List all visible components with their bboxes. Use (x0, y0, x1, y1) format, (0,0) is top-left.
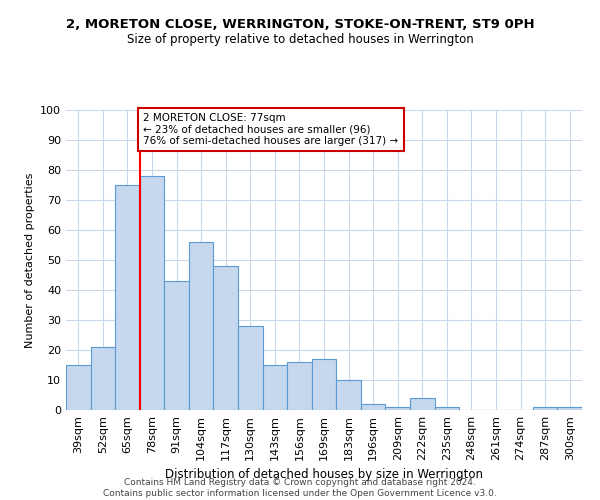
X-axis label: Distribution of detached houses by size in Werrington: Distribution of detached houses by size … (165, 468, 483, 481)
Bar (66, 365, 91, 410)
Bar (287, 362, 312, 410)
Bar (434, 407, 459, 410)
Text: 2, MORETON CLOSE, WERRINGTON, STOKE-ON-TRENT, ST9 0PH: 2, MORETON CLOSE, WERRINGTON, STOKE-ON-T… (65, 18, 535, 30)
Bar (164, 281, 189, 410)
Text: 2 MORETON CLOSE: 77sqm
← 23% of detached houses are smaller (96)
76% of semi-det: 2 MORETON CLOSE: 77sqm ← 23% of detached… (143, 113, 398, 146)
Text: Size of property relative to detached houses in Werrington: Size of property relative to detached ho… (127, 32, 473, 46)
Bar (140, 176, 164, 410)
Bar (557, 407, 582, 410)
Y-axis label: Number of detached properties: Number of detached properties (25, 172, 35, 348)
Bar (214, 266, 238, 410)
Bar (533, 407, 557, 410)
Bar (238, 326, 263, 410)
Bar (410, 398, 434, 410)
Bar (361, 404, 385, 410)
Bar (385, 407, 410, 410)
Bar (336, 380, 361, 410)
Bar (189, 242, 214, 410)
Bar (312, 359, 336, 410)
Bar (91, 347, 115, 410)
Text: Contains HM Land Registry data © Crown copyright and database right 2024.
Contai: Contains HM Land Registry data © Crown c… (103, 478, 497, 498)
Bar (115, 185, 140, 410)
Bar (263, 365, 287, 410)
